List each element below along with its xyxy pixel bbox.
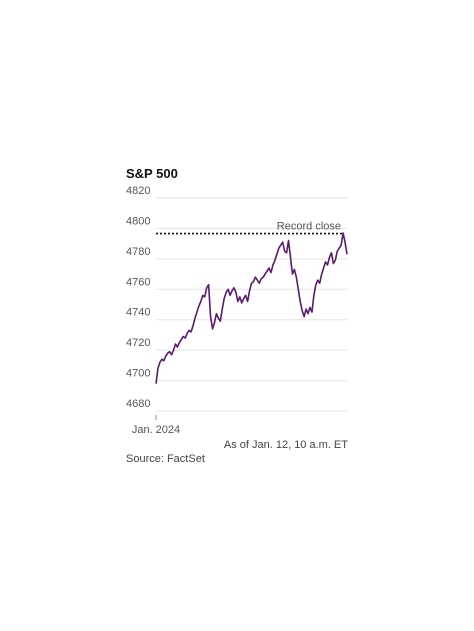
- chart-title: S&P 500: [126, 166, 178, 181]
- x-axis-ticks: Jan. 2024: [132, 415, 180, 436]
- y-tick-label: 4820: [126, 185, 150, 197]
- gridlines: [156, 197, 347, 412]
- y-tick-label: 4800: [126, 215, 150, 227]
- as-of-note: As of Jan. 12, 10 a.m. ET: [223, 439, 348, 451]
- sp500-series-line: [155, 232, 348, 384]
- x-tick-label: Jan. 2024: [132, 424, 180, 436]
- y-axis-ticks: 4680 4700 4720 4740 4760 4780 4800 4820: [126, 185, 150, 410]
- y-tick-label: 4720: [126, 337, 150, 349]
- y-tick-label: 4740: [126, 307, 150, 319]
- y-tick-label: 4680: [126, 398, 150, 410]
- record-close-reference: Record close: [156, 221, 343, 235]
- y-tick-label: 4760: [126, 276, 150, 288]
- y-tick-label: 4700: [126, 368, 150, 380]
- record-close-label: Record close: [277, 221, 341, 233]
- y-tick-label: 4780: [126, 246, 150, 258]
- source-note: Source: FactSet: [126, 453, 205, 465]
